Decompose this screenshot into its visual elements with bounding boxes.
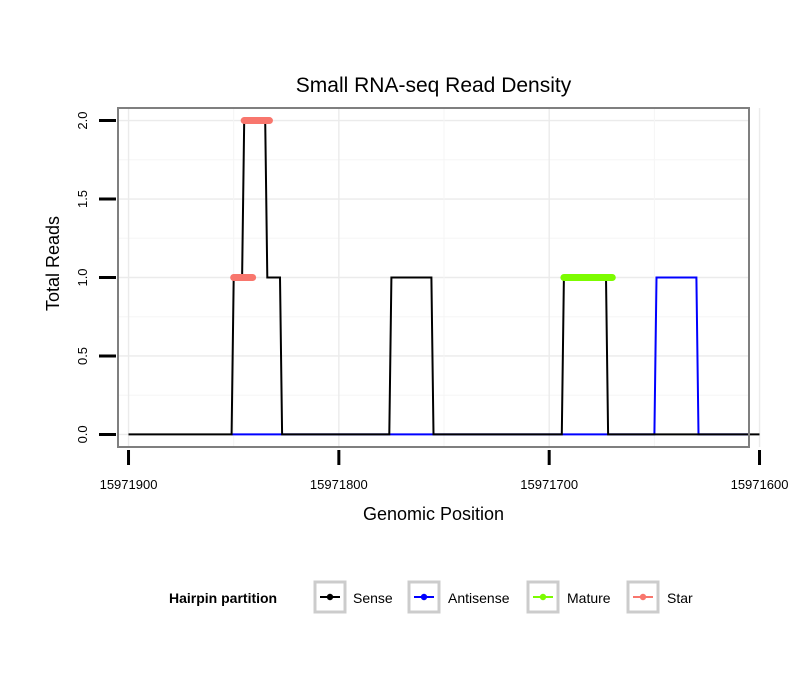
- legend: Hairpin partition Sense Antisense Mature St…: [169, 580, 693, 614]
- legend-label-mature: Mature: [567, 590, 611, 606]
- y-tick-label: 2.0: [75, 112, 90, 130]
- chart-title: Small RNA-seq Read Density: [296, 74, 572, 97]
- grid-lines: [118, 108, 761, 447]
- y-axis-title: Total Reads: [43, 216, 63, 311]
- x-tick-label: 15971800: [310, 477, 368, 492]
- legend-title: Hairpin partition: [169, 590, 277, 606]
- legend-label-star: Star: [667, 590, 693, 606]
- legend-label-antisense: Antisense: [448, 590, 510, 606]
- plot-panel-border: [117, 107, 750, 448]
- legend-dot-sense: [326, 593, 334, 601]
- x-tick-label: 15971600: [731, 477, 789, 492]
- legend-label-sense: Sense: [353, 590, 393, 606]
- legend-dot-star: [639, 593, 647, 601]
- y-tick-label: 1.5: [75, 190, 90, 208]
- y-tick-label: 1.0: [75, 268, 90, 286]
- y-tick-label: 0.5: [75, 347, 90, 365]
- x-axis-title: Genomic Position: [363, 504, 504, 524]
- axes: 15971900 15971800 15971700 15971600 0.0 0.5 1.…: [75, 112, 788, 492]
- data-series: [128, 117, 760, 436]
- y-tick-label: 0.0: [75, 425, 90, 443]
- x-tick-label: 15971700: [520, 477, 578, 492]
- x-tick-label: 15971900: [100, 477, 158, 492]
- legend-dot-antisense: [420, 593, 428, 601]
- legend-dot-mature: [539, 593, 547, 601]
